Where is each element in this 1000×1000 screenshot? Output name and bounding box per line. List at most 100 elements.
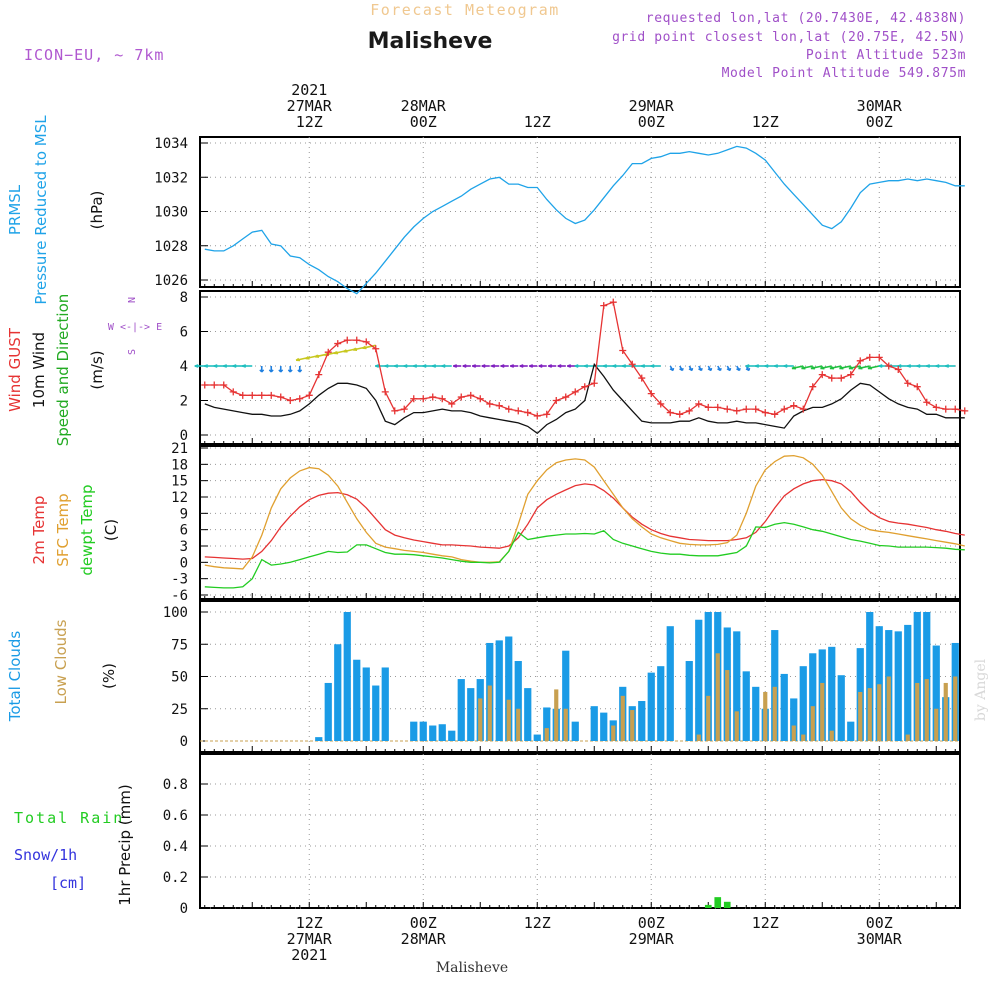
y-tick-label: 0.2	[163, 870, 188, 886]
low-cloud-bar	[886, 676, 891, 741]
compass-we: W <-|-> E	[108, 322, 162, 333]
gust-marker	[201, 381, 209, 389]
panel-pressure: 1026 1028 1030 1032 1034	[154, 136, 961, 289]
gust-marker	[951, 405, 959, 413]
low-cloud-bar	[630, 710, 635, 741]
wind-arrow-head	[717, 367, 722, 372]
gust-marker	[828, 374, 836, 382]
wind-arrow-head	[491, 364, 495, 368]
gust-marker	[619, 346, 627, 354]
wind-unit-label: (m/s)	[88, 350, 106, 389]
total-cloud-bar	[324, 682, 332, 741]
wind-arrow-head	[707, 367, 713, 372]
snow-unit-label: [cm]	[50, 874, 86, 892]
model-label: ICON−EU, ~ 7km	[24, 46, 164, 64]
low-cloud-bar	[934, 708, 939, 741]
wind-arrow-head	[462, 364, 467, 368]
gust-marker	[913, 383, 921, 391]
wind-arrow-head	[669, 367, 675, 372]
temp2m-label: 2m Temp	[30, 496, 48, 565]
total-cloud-bar	[790, 698, 798, 741]
top-time-label: 12Z	[524, 113, 551, 131]
total-cloud-bar	[913, 612, 921, 741]
gust-marker	[495, 402, 503, 410]
gust-marker	[875, 353, 883, 361]
low-cloud-bar	[915, 682, 920, 741]
gust-marker	[286, 397, 294, 404]
gust-marker	[666, 409, 674, 417]
gust-label: Wind GUST	[6, 327, 24, 412]
panel-precip: 0 0.2 0.4 0.6 0.8	[163, 753, 961, 917]
top-time-label: 30MAR	[857, 97, 903, 115]
gust-marker	[837, 374, 845, 382]
gust-marker	[324, 348, 332, 356]
wind-arrow-head	[297, 369, 303, 373]
total-cloud-bar	[685, 661, 693, 741]
gust-marker	[258, 391, 266, 399]
top-time-label: 00Z	[866, 113, 893, 131]
gust-marker	[229, 388, 237, 396]
rain-bar	[704, 904, 712, 908]
total-cloud-bar	[505, 636, 513, 741]
total-cloud-bar	[533, 734, 541, 741]
low-cloud-bar	[810, 706, 815, 741]
gust-marker	[780, 405, 788, 413]
gust-marker	[305, 391, 313, 399]
wind-arrow-head	[679, 367, 684, 372]
wind-arrow-head	[519, 364, 524, 368]
wind-arrow-head	[394, 364, 398, 368]
gust-marker	[391, 407, 399, 415]
gust-marker	[343, 336, 351, 344]
wind-arrow-head	[612, 364, 617, 368]
wind-arrow-head	[650, 364, 655, 368]
gust-marker	[676, 410, 684, 418]
low-cloud-bar	[801, 734, 806, 741]
gust-marker	[476, 395, 484, 403]
bottom-time-label: 27MAR	[287, 930, 333, 948]
total-cloud-bar	[372, 685, 380, 741]
gust-marker	[362, 338, 370, 346]
gust-marker	[799, 405, 807, 413]
wind10m-label: 10m Wind	[30, 332, 48, 408]
wind-arrow-head	[783, 364, 788, 368]
low-cloud-bar	[905, 734, 910, 741]
wind-arrow-head	[736, 367, 741, 372]
wind-arrow-head	[935, 364, 940, 368]
wind-arrow-head	[622, 364, 626, 368]
product-title: Forecast Meteogram	[370, 1, 560, 19]
gust-marker	[923, 398, 931, 406]
y-tick-label: 4	[180, 359, 188, 375]
total-cloud-bar	[410, 721, 418, 741]
prmsl-desc-label: Pressure Reduced to MSL	[32, 115, 50, 305]
total-cloud-bar	[657, 666, 665, 741]
y-tick-label: 3	[180, 539, 188, 555]
total-cloud-bar	[438, 724, 446, 741]
temp-unit-label: (C)	[102, 519, 120, 541]
bottom-time-label: 12Z	[524, 914, 551, 932]
compass-south: S	[127, 349, 138, 355]
bottom-time-label: 12Z	[296, 914, 323, 932]
wind-arrow-head	[204, 364, 208, 368]
y-tick-label: 1032	[154, 170, 188, 186]
bottom-time-label: 00Z	[410, 914, 437, 932]
low-cloud-bar	[772, 686, 777, 741]
total-cloud-bar	[809, 653, 817, 741]
wind-arrow-head	[548, 364, 552, 368]
y-tick-label: 0	[180, 428, 188, 444]
gust-marker	[429, 393, 437, 401]
low-cloud-bar	[620, 695, 625, 741]
low-cloud-bar	[734, 711, 739, 741]
wind-arrow-head	[907, 364, 911, 368]
low-cloud-bar	[791, 725, 796, 741]
total-cloud-bar	[866, 612, 874, 741]
top-time-label: 00Z	[410, 113, 437, 131]
total-cloud-bar	[457, 679, 465, 741]
low-cloud-bar	[516, 708, 521, 741]
wind-arrow-head	[333, 350, 339, 355]
y-tick-label: 1026	[154, 273, 188, 289]
total-cloud-bar	[904, 624, 912, 741]
total-cloud-bar	[923, 612, 931, 741]
gust-marker	[761, 409, 769, 417]
low-cloud-bar	[867, 688, 872, 741]
total-cloud-bar	[571, 721, 579, 741]
